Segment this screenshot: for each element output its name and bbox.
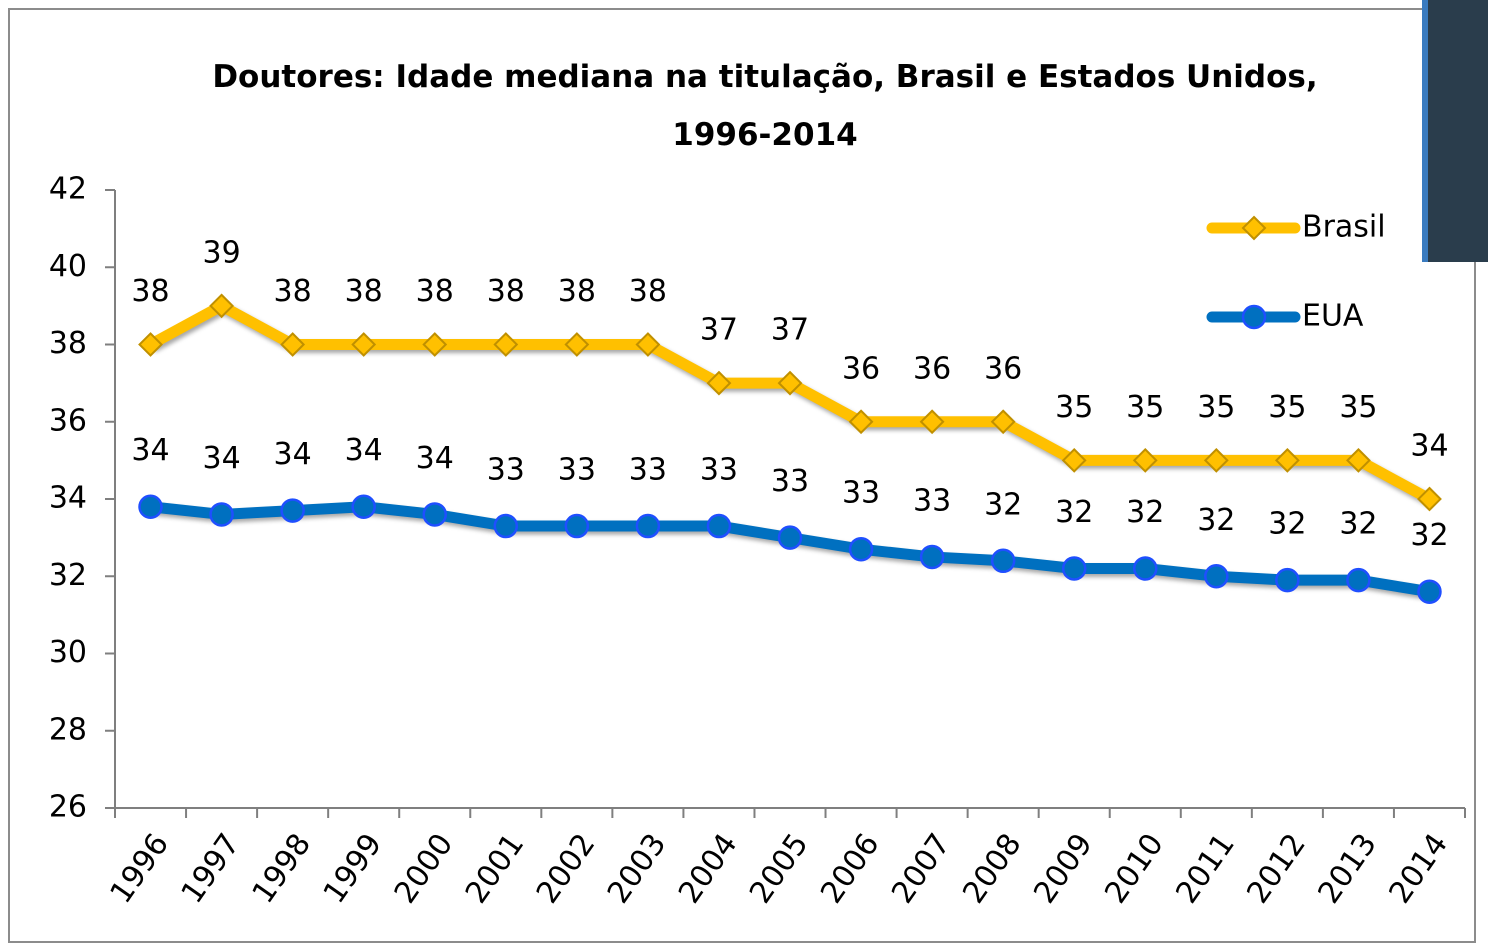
point [1276, 569, 1298, 591]
data-label: 38 [558, 274, 596, 309]
data-label: 32 [1410, 518, 1448, 553]
x-tick-label: 2009 [1027, 827, 1099, 910]
x-tick-label: 2008 [956, 827, 1028, 910]
x-tick-label: 2004 [672, 827, 744, 910]
data-label: 35 [1126, 390, 1164, 425]
data-label: 33 [771, 464, 809, 499]
data-label: 34 [416, 441, 454, 476]
data-label: 32 [1055, 495, 1093, 530]
point [921, 546, 943, 568]
data-label: 33 [558, 453, 596, 488]
data-label: 32 [984, 487, 1022, 522]
point [353, 334, 375, 356]
y-tick-label: 32 [49, 558, 87, 593]
x-tick-label: 2006 [814, 827, 886, 910]
point [637, 515, 659, 537]
legend-marker [1243, 217, 1265, 239]
point [1347, 569, 1369, 591]
y-tick-label: 26 [49, 790, 87, 825]
x-tick-label: 2007 [885, 827, 957, 910]
x-tick-label: 2014 [1383, 827, 1455, 910]
point [566, 334, 588, 356]
data-label: 39 [202, 235, 240, 270]
data-label: 36 [842, 351, 880, 386]
x-tick-label: 2013 [1311, 827, 1383, 910]
data-label: 37 [700, 313, 738, 348]
data-label: 37 [771, 313, 809, 348]
point [1205, 565, 1227, 587]
point [495, 334, 517, 356]
data-label: 32 [1339, 507, 1377, 542]
x-tick-label: 2000 [388, 827, 460, 910]
point [779, 527, 801, 549]
y-tick-label: 40 [49, 249, 87, 284]
data-label: 34 [274, 437, 312, 472]
chart: 2628303234363840421996199719981999200020… [0, 0, 1488, 949]
point [1063, 558, 1085, 580]
point [992, 550, 1014, 572]
y-tick-label: 36 [49, 403, 87, 438]
data-label: 32 [1268, 507, 1306, 542]
x-tick-label: 1997 [175, 827, 247, 910]
x-tick-label: 2005 [743, 827, 815, 910]
x-tick-label: 1999 [317, 827, 389, 910]
data-label: 35 [1055, 390, 1093, 425]
data-label: 38 [131, 274, 169, 309]
data-label: 38 [345, 274, 383, 309]
x-tick-label: 2002 [530, 827, 602, 910]
y-tick-label: 34 [49, 481, 87, 516]
x-tick-label: 2011 [1169, 827, 1241, 910]
point [1134, 449, 1156, 471]
point [140, 496, 162, 518]
page: Doutores: Idade mediana na titulação, Br… [0, 0, 1488, 949]
x-tick-label: 2003 [601, 827, 673, 910]
point [1205, 449, 1227, 471]
point [1418, 581, 1440, 603]
point [424, 334, 446, 356]
data-label: 36 [913, 351, 951, 386]
legend-label: EUA [1302, 299, 1364, 334]
y-tick-label: 42 [49, 172, 87, 207]
data-label: 35 [1339, 390, 1377, 425]
data-label: 33 [913, 483, 951, 518]
data-label: 33 [487, 453, 525, 488]
data-label: 33 [629, 453, 667, 488]
data-label: 34 [202, 441, 240, 476]
data-label: 38 [487, 274, 525, 309]
data-label: 32 [1197, 503, 1235, 538]
point [211, 503, 233, 525]
legend-marker [1243, 306, 1265, 328]
x-tick-label: 2012 [1240, 827, 1312, 910]
y-tick-label: 28 [49, 712, 87, 747]
data-label: 34 [131, 433, 169, 468]
data-label: 38 [629, 274, 667, 309]
point [1276, 449, 1298, 471]
x-tick-label: 2001 [459, 827, 531, 910]
x-tick-label: 2010 [1098, 827, 1170, 910]
point [566, 515, 588, 537]
data-label: 33 [700, 453, 738, 488]
y-tick-label: 30 [49, 635, 87, 670]
x-tick-label: 1996 [104, 827, 176, 910]
data-label: 34 [1410, 429, 1448, 464]
point [424, 503, 446, 525]
point [495, 515, 517, 537]
point [282, 500, 304, 522]
data-label: 32 [1126, 495, 1164, 530]
y-tick-label: 38 [49, 326, 87, 361]
point [921, 411, 943, 433]
data-label: 33 [842, 476, 880, 511]
data-label: 35 [1268, 390, 1306, 425]
x-tick-label: 1998 [246, 827, 318, 910]
point [708, 515, 730, 537]
data-label: 38 [416, 274, 454, 309]
point [850, 538, 872, 560]
legend-label: Brasil [1302, 210, 1386, 245]
data-label: 36 [984, 351, 1022, 386]
data-label: 34 [345, 433, 383, 468]
point [353, 496, 375, 518]
data-label: 35 [1197, 390, 1235, 425]
point [1134, 558, 1156, 580]
data-label: 38 [274, 274, 312, 309]
